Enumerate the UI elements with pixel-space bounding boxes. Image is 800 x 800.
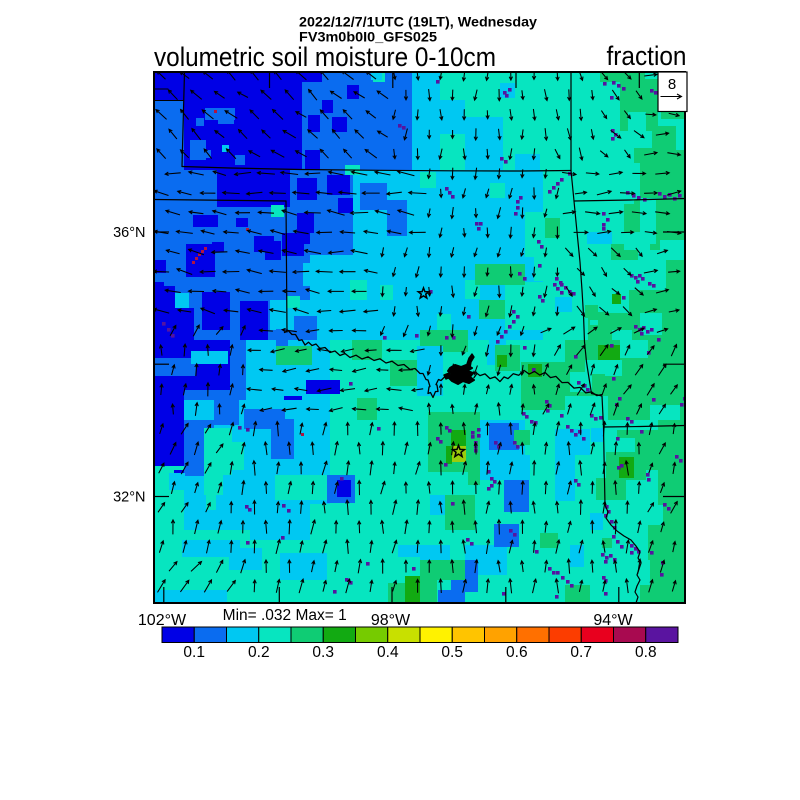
svg-text:FV3m0b0I0_GFS025: FV3m0b0I0_GFS025 (299, 29, 437, 45)
svg-text:0.3: 0.3 (312, 644, 334, 661)
svg-text:0.8: 0.8 (635, 644, 657, 661)
svg-text:0.2: 0.2 (248, 644, 270, 661)
svg-text:102°W: 102°W (138, 612, 187, 629)
svg-text:2022/12/7/1UTC (19LT), Wednesd: 2022/12/7/1UTC (19LT), Wednesday (299, 14, 537, 30)
svg-text:0.4: 0.4 (377, 644, 399, 661)
svg-text:volumetric soil moisture 0-10c: volumetric soil moisture 0-10cm (154, 42, 496, 72)
svg-text:98°W: 98°W (371, 612, 411, 629)
svg-text:0.7: 0.7 (570, 644, 592, 661)
svg-text:32°N: 32°N (113, 490, 145, 506)
svg-text:0.5: 0.5 (441, 644, 463, 661)
svg-text:0.6: 0.6 (506, 644, 528, 661)
svg-text:fraction: fraction (607, 41, 687, 71)
svg-text:8: 8 (668, 76, 676, 93)
svg-text:0.1: 0.1 (183, 644, 205, 661)
svg-text:94°W: 94°W (593, 612, 633, 629)
svg-text:Min= .032 Max= 1: Min= .032 Max= 1 (223, 607, 347, 624)
svg-text:36°N: 36°N (113, 225, 145, 241)
